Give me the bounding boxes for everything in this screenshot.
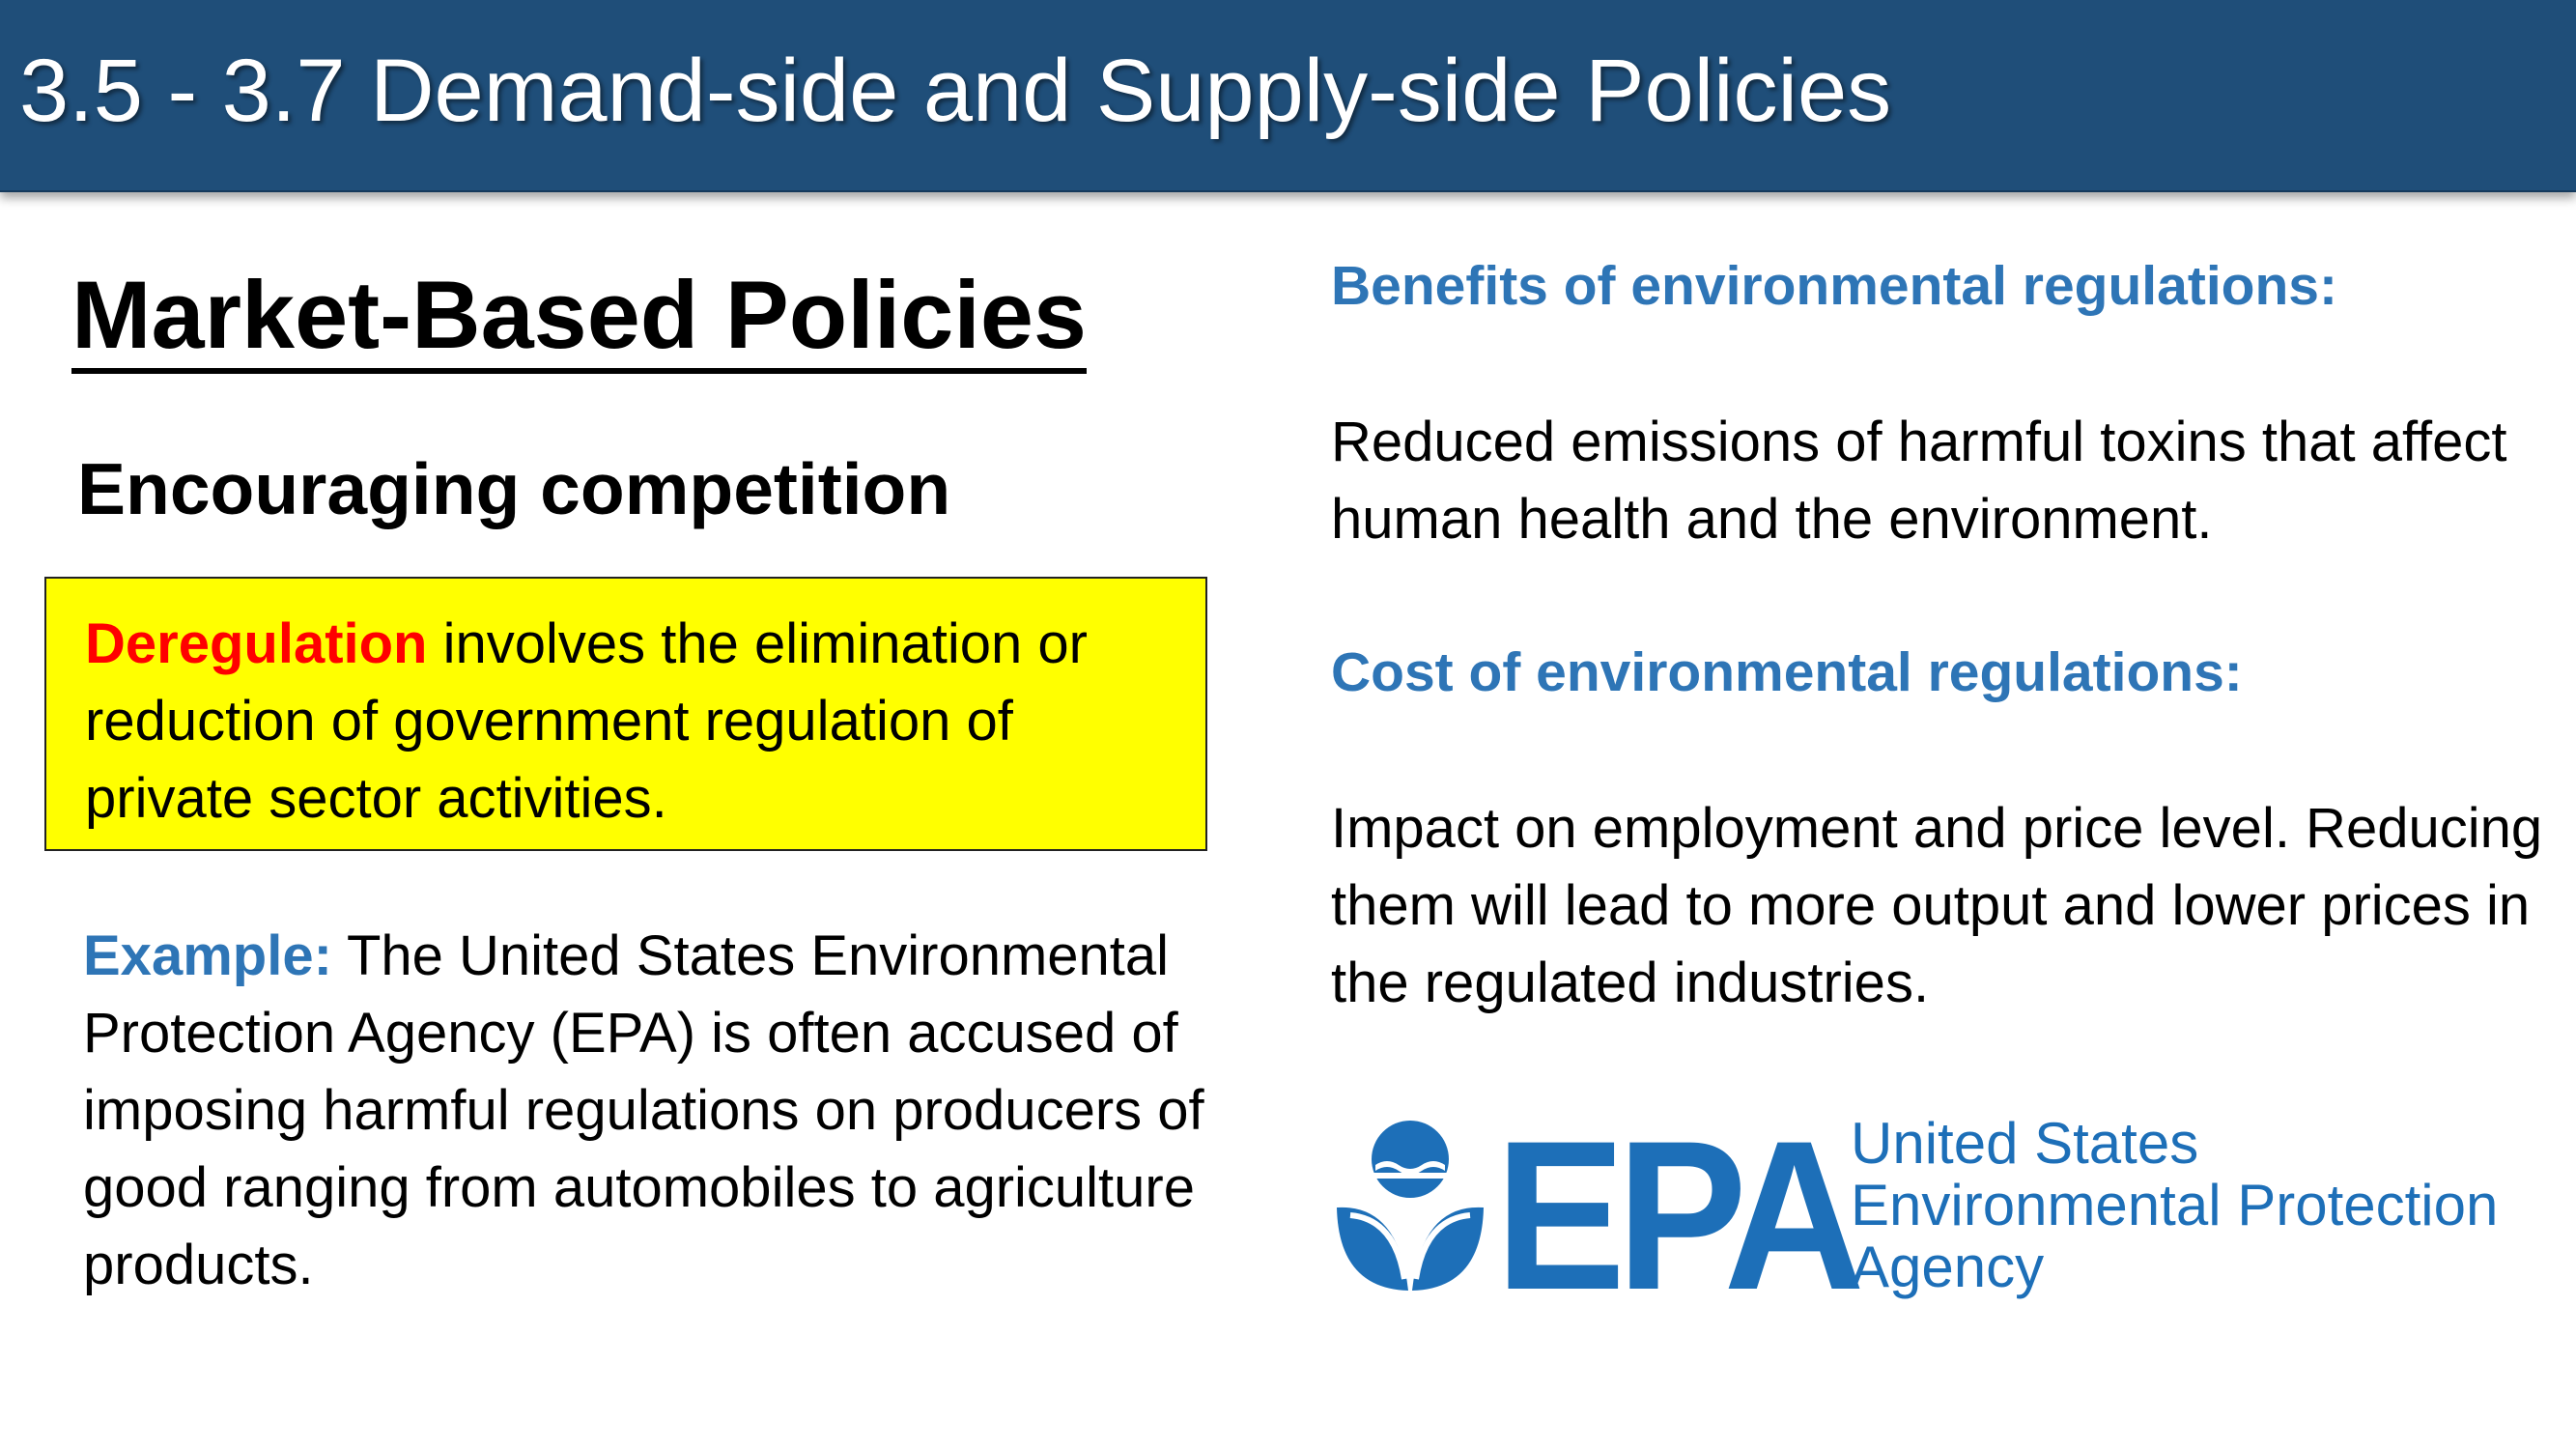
example-label: Example: — [83, 924, 332, 987]
example-paragraph: Example: The United States Environmental… — [83, 918, 1232, 1304]
title-bar: 3.5 - 3.7 Demand-side and Supply-side Po… — [0, 0, 2576, 192]
slide-title: 3.5 - 3.7 Demand-side and Supply-side Po… — [19, 42, 1892, 140]
epa-name-line-1: United States — [1851, 1111, 2199, 1176]
cost-heading: Cost of environmental regulations: — [1331, 641, 2243, 703]
deregulation-definition-box: Deregulation involves the elimination or… — [44, 577, 1207, 851]
deregulation-definition: Deregulation involves the elimination or… — [85, 606, 1186, 838]
deregulation-definition-text: involves the elimination or reduction of… — [85, 612, 1088, 830]
market-based-policies-heading: Market-Based Policies — [71, 262, 1087, 374]
benefits-heading: Benefits of environmental regulations: — [1331, 255, 2337, 317]
benefits-text: Reduced emissions of harmful toxins that… — [1331, 411, 2507, 551]
deregulation-term: Deregulation — [85, 612, 428, 675]
epa-logo: EPA United States Environmental Protecti… — [1331, 1101, 2529, 1321]
cost-text: Impact on employment and price level. Re… — [1331, 797, 2543, 1014]
example-text: The United States Environmental Protecti… — [83, 924, 1204, 1296]
epa-full-name: United States Environmental Protection A… — [1851, 1113, 2498, 1298]
epa-wordmark: EPA — [1495, 1096, 1865, 1334]
epa-flower-icon — [1337, 1121, 1484, 1291]
epa-name-line-3: Agency — [1851, 1235, 2045, 1299]
encouraging-competition-subheading: Encouraging competition — [77, 448, 951, 529]
epa-name-line-2: Environmental Protection — [1851, 1173, 2499, 1237]
